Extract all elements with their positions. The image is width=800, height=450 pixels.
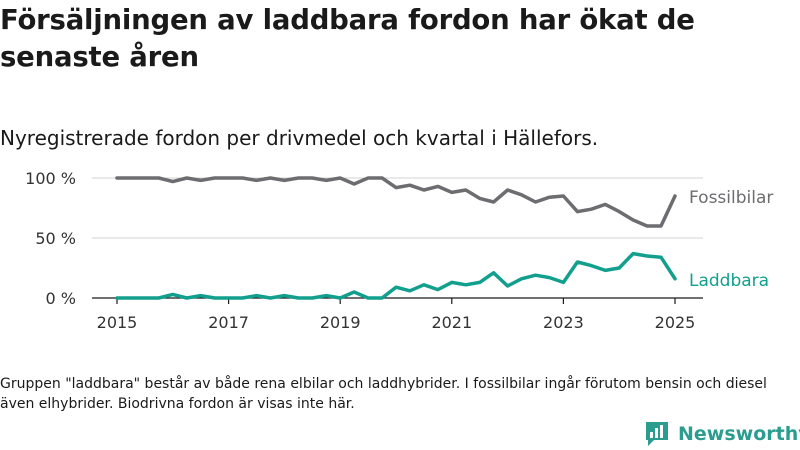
newsworthy-logo-icon xyxy=(646,422,668,446)
x-tick-label: 2019 xyxy=(320,313,361,332)
x-tick-label: 2017 xyxy=(208,313,249,332)
series-line-fossilbilar xyxy=(115,176,677,228)
y-tick-label: 50 % xyxy=(35,229,76,248)
y-tick-label: 0 % xyxy=(46,289,76,308)
x-tick-label: 2025 xyxy=(655,313,696,332)
x-tick-label: 2015 xyxy=(97,313,138,332)
page-title: Försäljningen av laddbara fordon har öka… xyxy=(0,4,695,73)
series-line-laddbara xyxy=(115,251,677,300)
x-tick-label: 2021 xyxy=(431,313,472,332)
series-label: Fossilbilar xyxy=(689,188,773,208)
x-tick-label: 2023 xyxy=(543,313,584,332)
brand-logo: Newsworthy xyxy=(644,419,800,449)
chart-subtitle: Nyregistrerade fordon per drivmedel och … xyxy=(0,126,599,150)
footnote: Gruppen "laddbara" består av både rena e… xyxy=(0,376,767,412)
brand-name: Newsworthy xyxy=(678,423,800,445)
y-tick-label: 100 % xyxy=(25,169,76,188)
series-label: Laddbara xyxy=(689,271,769,291)
line-chart: 0 % 50 % 100 % 2015 2017 2019 2021 2023 2025 Foss… xyxy=(25,169,773,332)
